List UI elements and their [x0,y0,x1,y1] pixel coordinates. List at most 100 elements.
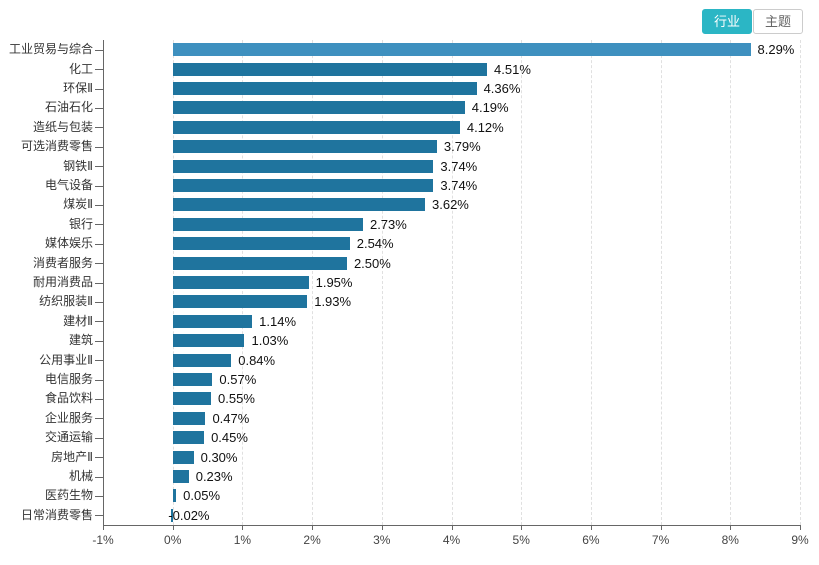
gridline [381,40,383,525]
bar[interactable] [172,62,488,76]
bar[interactable] [172,411,206,425]
y-axis-tick [95,282,103,284]
bar-value-label: 0.55% [218,391,255,407]
bar[interactable] [172,120,460,134]
category-label: 环保Ⅱ [63,81,93,95]
bar[interactable] [172,334,245,348]
bar[interactable] [172,256,347,270]
bar[interactable] [172,276,309,289]
y-axis-tick [95,127,103,129]
category-label: 石油石化 [44,100,93,115]
x-axis-tick [312,525,314,530]
bar[interactable] [172,140,437,154]
category-label: 钢铁Ⅱ [63,158,93,173]
y-axis-tick [95,146,103,148]
category-label: 机械 [68,469,93,483]
bar-value-label: 1.95% [315,275,353,290]
bar-value-label: 0.47% [212,410,250,426]
category-label: 食品饮料 [44,391,93,406]
y-axis-tick [95,69,103,71]
y-axis-tick [95,88,103,90]
x-axis-tick [172,525,174,530]
bar[interactable] [172,470,189,483]
x-axis-tick [451,525,453,530]
y-axis-tick [95,340,103,342]
y-axis-tick [95,437,103,439]
gridline [521,40,523,525]
y-axis-line [103,40,104,525]
gridline [312,40,314,525]
bar-value-label: 0.23% [195,469,233,484]
chart-mode-toggle: 行业 主题 [701,9,803,34]
category-label: 电信服务 [44,372,93,386]
bar[interactable] [172,353,232,367]
x-axis-label: 6% [582,533,600,547]
bar-value-label: 0.57% [219,372,257,387]
y-axis-tick [95,360,103,362]
category-label: 医药生物 [44,488,93,503]
bar[interactable] [172,373,213,386]
bar-value-label: 2.73% [369,216,407,232]
y-axis-tick [95,301,103,303]
bar[interactable] [172,82,477,95]
bar-value-label: 2.50% [353,255,391,271]
y-axis-tick [95,49,103,51]
y-axis-tick [95,379,103,381]
bar[interactable] [172,314,253,328]
bar[interactable] [172,450,194,464]
x-axis-label: 7% [651,533,670,547]
category-label: 房地产Ⅱ [51,449,93,464]
y-axis-tick [95,495,103,497]
bar[interactable] [171,508,173,522]
bar[interactable] [172,431,205,445]
category-label: 建材Ⅱ [63,313,93,328]
bar[interactable] [172,159,434,173]
x-axis-tick [590,525,592,530]
bar-value-label: 0.30% [200,449,238,465]
category-label: 建筑 [68,333,93,348]
bar[interactable] [172,101,465,115]
bar-value-label: 4.51% [494,61,531,77]
gridline [800,40,801,525]
y-axis-tick [95,107,103,109]
category-label: 可选消费零售 [20,139,93,154]
bar[interactable] [172,217,363,231]
bar[interactable] [172,43,751,57]
bar[interactable] [172,237,350,251]
y-axis-tick [95,243,103,245]
category-label: 企业服务 [44,410,93,425]
x-axis-tick [660,525,662,530]
x-axis-tick [242,525,244,530]
x-axis-tick [800,525,801,530]
bar-value-label: 0.84% [238,352,276,368]
bar-value-label: 1.03% [251,333,289,349]
y-axis-tick [95,418,103,420]
bar-value-label: 4.19% [471,100,509,116]
tab-theme[interactable]: 主题 [752,9,803,34]
y-axis-tick [95,166,103,168]
y-axis-tick [95,398,103,400]
bar[interactable] [172,179,434,192]
category-label: 消费者服务 [32,255,93,270]
tab-industry[interactable]: 行业 [701,9,752,34]
x-axis-label: 0% [164,533,182,547]
y-axis-tick [95,515,103,517]
category-label: 交通运输 [44,430,93,445]
bar[interactable] [172,198,425,212]
bar[interactable] [172,489,177,503]
bar-value-label: 4.36% [483,81,521,96]
bar-value-label: 0.45% [211,430,248,446]
bar[interactable] [172,392,212,406]
x-axis-tick [521,525,523,530]
bar-value-label: 0.05% [183,488,221,504]
category-label: 煤炭Ⅱ [63,197,93,212]
x-axis-label: 5% [512,533,530,547]
bar-value-label: -0.02% [168,507,210,523]
category-label: 化工 [68,61,93,76]
category-label: 媒体娱乐 [44,236,93,251]
bar-value-label: 8.29% [757,42,795,58]
y-axis-tick [95,263,103,265]
gridline [660,40,662,525]
bar[interactable] [172,295,308,309]
